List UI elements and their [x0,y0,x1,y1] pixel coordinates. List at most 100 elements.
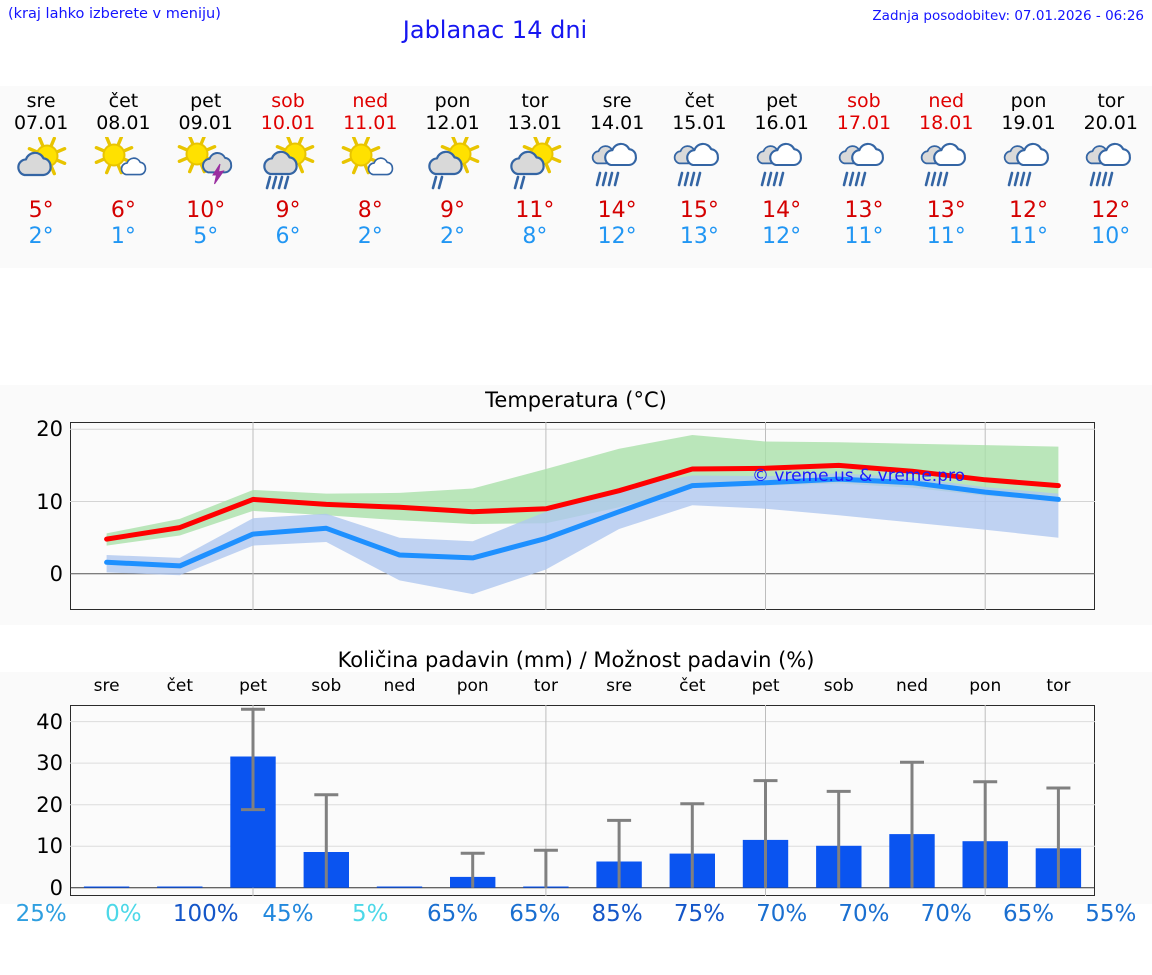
temperature-y-tick: 10 [36,489,63,514]
precipitation-day-label: tor [1046,676,1071,696]
cloud-rain-icon [998,136,1060,196]
day-date: 11.01 [343,112,398,134]
day-date: 10.01 [260,112,316,134]
day-of-week: pon [434,90,471,112]
day-date: 13.01 [507,112,563,134]
precipitation-day-label: ned [383,676,416,696]
day-min-temp: 2° [357,224,383,249]
day-of-week: sob [847,90,881,112]
precipitation-probability: 70% [920,901,972,927]
day-max-temp: 6° [110,198,136,223]
day-column[interactable]: pet 16.01 14° 12° [741,86,823,268]
day-of-week: pon [1010,90,1047,112]
day-min-temp: 8° [522,224,548,249]
day-min-temp: 12° [762,224,802,249]
day-min-temp: 2° [440,224,466,249]
sun-cloud-rain-icon [257,136,319,196]
precipitation-day-label: sob [823,676,854,696]
day-column[interactable]: pet 09.01 10° 5° [165,86,247,268]
precipitation-day-label: tor [533,676,558,696]
sun-small-cloud-icon [92,136,154,196]
sun-cloud-thunder-icon [175,136,237,196]
day-max-temp: 12° [1009,198,1049,223]
day-of-week: tor [521,90,549,112]
day-date: 18.01 [919,112,974,134]
day-of-week: pet [766,90,798,112]
precipitation-probability: 65% [426,901,479,927]
temperature-chart-title: Temperatura (°C) [485,388,667,412]
precipitation-probability: 25% [15,901,67,927]
menu-hint-text: (kraj lahko izberete v meniju) [8,6,221,22]
temperature-y-tick: 20 [36,417,63,442]
day-column[interactable]: čet 08.01 6° 1° [82,86,164,268]
cloud-rain-icon [833,136,895,196]
sun-behind-cloud-icon [10,136,72,196]
day-column[interactable]: sre 14.01 14° 12° [576,86,658,268]
day-column[interactable]: pon 19.01 12° 11° [987,86,1069,268]
day-column[interactable]: tor 20.01 12° 10° [1070,86,1152,268]
day-min-temp: 12° [597,224,637,249]
day-column[interactable]: sre 07.01 5° 2° [0,86,82,268]
precipitation-probability: 55% [1085,901,1137,927]
sun-cloud-light-rain-icon [422,136,484,196]
day-column[interactable]: sob 10.01 9° 6° [247,86,329,268]
top-bar: (kraj lahko izberete v meniju) Jablanac … [0,0,1152,58]
sun-small-cloud-icon [339,136,401,196]
day-date: 19.01 [1001,112,1056,134]
day-column[interactable]: čet 15.01 15° 13° [658,86,740,268]
temperature-plot-svg [70,422,1095,610]
day-of-week: sob [271,90,305,112]
day-min-temp: 11° [1009,224,1049,249]
day-max-temp: 15° [679,198,719,223]
daily-forecast-strip: sre 07.01 5° 2° čet 08.01 6° 1° pet 09.01 10° 5°… [0,86,1152,268]
day-of-week: ned [928,90,965,112]
precipitation-probability: 70% [756,901,808,927]
day-date: 15.01 [672,112,727,134]
precipitation-probability-row: 25% 0% 100% 45% 5% 65% 65% 85% 75% 70% 70% 70% 65% 55… [0,901,1152,941]
day-max-temp: 13° [926,198,966,223]
day-max-temp: 14° [597,198,637,223]
precipitation-day-label: čet [679,676,706,696]
precipitation-probability: 85% [591,901,643,927]
temperature-y-tick: 0 [49,561,63,586]
precipitation-day-label: pon [969,676,1002,696]
precipitation-day-label: čet [166,676,194,696]
day-column[interactable]: tor 13.01 11° 8° [494,86,576,268]
day-max-temp: 10° [186,198,226,223]
last-updated-text: Zadnja posodobitev: 07.01.2026 - 06:26 [872,8,1144,24]
page-title: Jablanac 14 dni [402,16,588,44]
day-min-temp: 11° [926,224,966,249]
precipitation-probability: 100% [172,901,239,927]
precipitation-probability: 65% [509,901,561,927]
cloud-rain-icon [668,136,730,196]
day-min-temp: 5° [193,224,219,249]
precipitation-probability: 65% [1002,901,1055,927]
precipitation-day-label: sre [93,676,120,696]
day-date: 08.01 [96,112,151,134]
temperature-chart: 0 10 20 [36,417,1095,610]
day-date: 17.01 [836,112,892,134]
day-of-week: sre [602,90,632,112]
day-column[interactable]: pon 12.01 9° 2° [411,86,493,268]
day-column[interactable]: ned 11.01 8° 2° [329,86,411,268]
day-date: 14.01 [589,112,645,134]
day-min-temp: 1° [110,224,136,249]
precipitation-chart: 0 10 20 30 40 [36,705,1095,900]
day-min-temp: 11° [844,224,884,249]
day-max-temp: 11° [515,198,555,223]
day-of-week: tor [1097,90,1125,112]
cloud-rain-icon [915,136,977,196]
precipitation-y-tick: 20 [36,792,63,817]
precipitation-day-label: pet [239,676,267,696]
day-column[interactable]: ned 18.01 13° 11° [905,86,987,268]
day-date: 16.01 [754,112,809,134]
day-date: 20.01 [1083,112,1138,134]
day-column[interactable]: sob 17.01 13° 11° [823,86,905,268]
day-of-week: čet [108,90,139,112]
day-max-temp: 9° [275,198,301,223]
day-date: 07.01 [13,112,69,134]
precipitation-y-tick: 10 [36,834,63,859]
cloud-rain-icon [751,136,813,196]
day-min-temp: 13° [679,224,719,249]
day-max-temp: 8° [357,198,383,223]
